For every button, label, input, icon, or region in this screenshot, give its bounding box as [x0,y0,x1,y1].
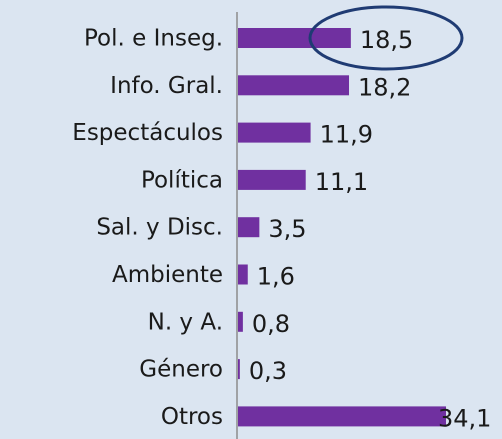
bar [238,359,240,380]
category-label: Otros [161,404,223,430]
value-label: 34,1 [438,404,491,432]
bar [238,169,306,190]
value-label: 11,1 [315,168,368,196]
value-label: 18,5 [360,26,413,54]
category-label: N. y A. [148,309,223,335]
category-label: Info. Gral. [110,73,223,99]
category-label: Política [141,167,223,193]
bar [238,264,248,285]
value-label: 0,3 [249,357,287,385]
category-label: Pol. e Inseg. [84,26,223,52]
value-label: 1,6 [257,263,295,291]
bar [238,75,350,96]
bar [238,406,447,427]
category-label: Espectáculos [72,120,223,146]
category-label: Sal. y Disc. [96,215,223,241]
value-label: 0,8 [252,310,290,338]
category-label: Género [139,357,223,383]
bar [238,311,243,332]
bar [238,217,260,238]
category-label: Ambiente [112,262,223,288]
value-label: 3,5 [268,215,306,243]
value-label: 18,2 [358,73,411,101]
bar [238,122,311,143]
highlight-ellipse [308,5,464,71]
value-label: 11,9 [320,121,373,149]
bar [238,28,351,48]
